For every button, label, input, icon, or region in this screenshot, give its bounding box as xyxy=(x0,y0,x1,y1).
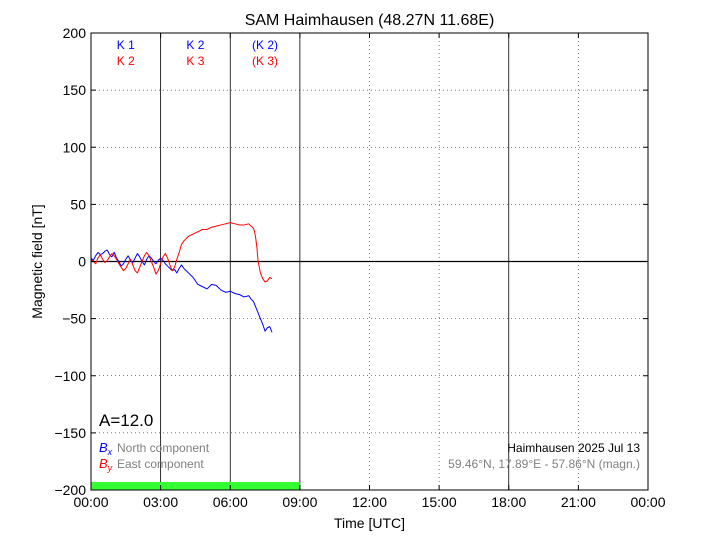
series-east-line xyxy=(90,222,273,283)
k-index-east: K 3 xyxy=(186,54,204,68)
x-tick-label: 15:00 xyxy=(422,494,457,510)
k-index-east: K 2 xyxy=(117,54,135,68)
legend-east-label: East component xyxy=(117,457,204,471)
x-axis-label: Time [UTC] xyxy=(334,515,405,531)
y-tick-label: −100 xyxy=(54,368,86,384)
series-north-line xyxy=(90,249,273,333)
x-tick-label: 18:00 xyxy=(491,494,526,510)
y-tick-label: 150 xyxy=(63,82,87,98)
y-tick-label: 50 xyxy=(70,196,86,212)
x-tick-label: 06:00 xyxy=(213,494,248,510)
green-bar-layer xyxy=(91,482,300,490)
legend-east-symbol: By xyxy=(99,456,113,473)
x-tick-label: 09:00 xyxy=(282,494,317,510)
y-tick-label: −200 xyxy=(54,482,86,498)
k-index-east: (K 3) xyxy=(252,54,278,68)
k-index-north: K 1 xyxy=(117,38,135,52)
x-tick-label: 21:00 xyxy=(561,494,596,510)
legend-north-label: North component xyxy=(117,441,210,455)
k-index-north: (K 2) xyxy=(252,38,278,52)
chart-title: SAM Haimhausen (48.27N 11.68E) xyxy=(245,12,495,29)
x-tick-label: 12:00 xyxy=(352,494,387,510)
x-tick-label: 00:00 xyxy=(630,494,665,510)
k-index-labels: K 1 K 2 K 2 K 3 (K 2) (K 3) xyxy=(117,38,278,68)
legend-east-symbol-base: B xyxy=(99,456,108,471)
legend-east-symbol-sub: y xyxy=(107,463,113,473)
x-tick-label: 03:00 xyxy=(143,494,178,510)
y-axis-label: Magnetic field [nT] xyxy=(29,204,45,318)
legend: Bx North component By East component xyxy=(99,440,210,473)
station-date-label: Haimhausen 2025 Jul 13 xyxy=(507,441,640,455)
series-layer xyxy=(90,222,273,333)
y-tick-label: −150 xyxy=(54,425,86,441)
y-tick-label: 200 xyxy=(63,25,87,41)
axis-ticks: 00:00 03:00 06:00 09:00 12:00 15:00 18:00 21:00… xyxy=(54,25,665,510)
legend-north-symbol-base: B xyxy=(99,440,108,455)
data-coverage-bar xyxy=(91,482,300,490)
y-tick-label: 0 xyxy=(78,254,86,270)
station-coords-label: 59.46°N, 17.89°E - 57.86°N (magn.) xyxy=(448,457,640,471)
k-index-north: K 2 xyxy=(186,38,204,52)
legend-north-symbol-sub: x xyxy=(107,447,113,457)
legend-north-symbol: Bx xyxy=(99,440,113,457)
y-tick-label: −50 xyxy=(62,311,86,327)
x-tick-label: 00:00 xyxy=(73,494,108,510)
y-tick-label: 100 xyxy=(63,139,87,155)
a-index-label: A=12.0 xyxy=(99,411,153,430)
